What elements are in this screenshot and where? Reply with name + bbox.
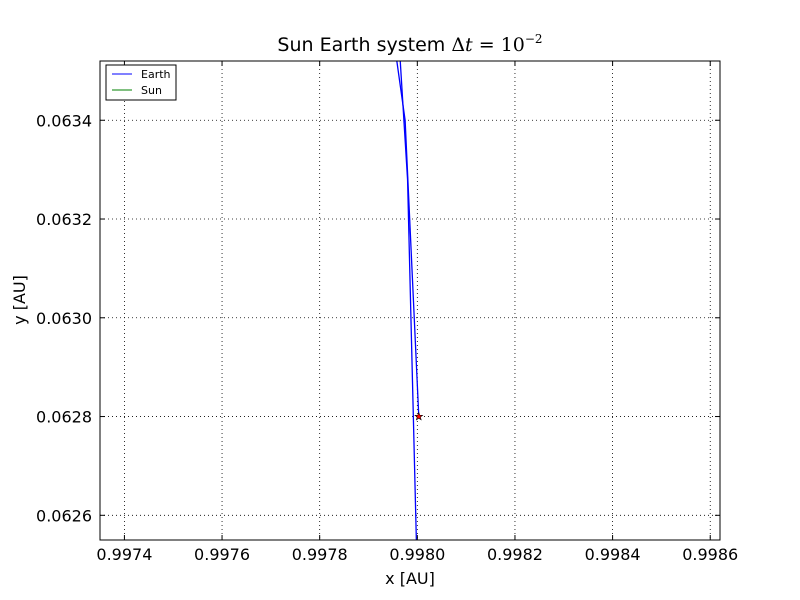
legend-sun-label: Sun: [141, 84, 162, 97]
series-line-earth: [396, 61, 420, 417]
star-icon: [414, 411, 424, 421]
grid: [100, 61, 720, 540]
ticks: 0.9974 0.9976 0.9978 0.9980 0.9982 0.9984 0.99…: [36, 61, 738, 564]
legend: Earth Sun: [105, 64, 177, 101]
x-tick-label: 0.9980: [389, 545, 445, 564]
axes-frame: [99, 60, 721, 541]
title-equals: =: [473, 34, 501, 56]
x-tick-label: 0.9986: [682, 545, 738, 564]
title-delta: Δ: [451, 34, 465, 56]
x-tick-label: 0.9982: [487, 545, 543, 564]
x-tick-label: 0.9978: [292, 545, 348, 564]
x-tick-label: 0.9976: [194, 545, 250, 564]
x-axis-label: x [AU]: [385, 569, 435, 588]
legend-frame: [105, 64, 177, 101]
title-prefix: Sun Earth system: [277, 34, 451, 56]
y-tick-label: 0.0626: [36, 506, 92, 525]
chart-title: Sun Earth system Δt = 10−2: [277, 32, 542, 56]
y-tick-label: 0.0630: [36, 309, 92, 328]
title-base: 10: [501, 34, 525, 56]
x-tick-label: 0.9974: [96, 545, 152, 564]
x-tick-label: 0.9984: [585, 545, 641, 564]
y-axis-label: y [AU]: [10, 275, 29, 325]
y-tick-label: 0.0634: [36, 111, 92, 130]
legend-earth-label: Earth: [141, 68, 171, 81]
title-exponent: −2: [525, 32, 543, 46]
y-tick-label: 0.0628: [36, 408, 92, 427]
plot-data: [396, 61, 424, 540]
y-tick-label: 0.0632: [36, 210, 92, 229]
title-variable: t: [465, 34, 473, 56]
